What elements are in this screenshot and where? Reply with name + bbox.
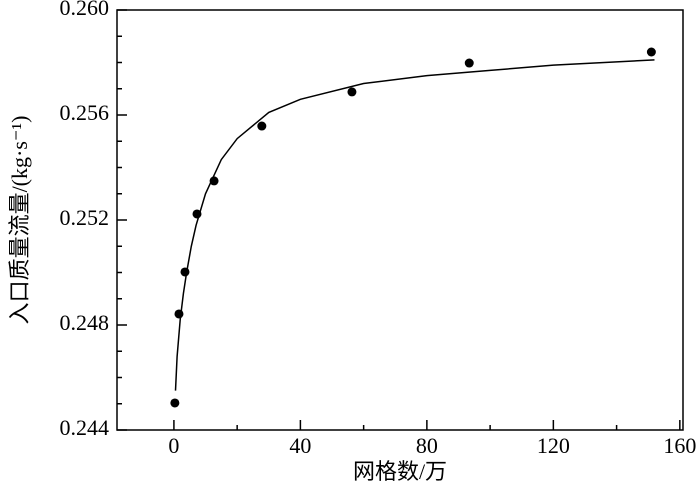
y-tick-label: 0.252 [60,205,110,230]
x-tick-label: 80 [416,433,438,458]
x-tick-label: 160 [663,433,696,458]
plot-frame [116,9,684,431]
data-point [180,267,190,277]
y-axis-label: 入口质量流量/(kg·s⁻¹) [7,116,32,325]
data-point [464,58,474,68]
data-point [174,309,184,319]
y-tick-label: 0.260 [60,0,110,20]
y-tick-label: 0.244 [60,415,110,440]
data-point [192,209,202,219]
data-point [646,47,656,57]
fit-curve [174,59,655,391]
x-tick-label: 40 [289,433,311,458]
x-axis-label: 网格数/万 [353,459,447,484]
data-point [257,121,267,131]
y-tick-label: 0.248 [60,310,110,335]
data-point [170,398,180,408]
x-tick-label: 120 [537,433,570,458]
y-tick-label: 0.256 [60,100,110,125]
x-tick-label: 0 [168,433,179,458]
data-point [347,87,357,97]
data-point [209,176,219,186]
